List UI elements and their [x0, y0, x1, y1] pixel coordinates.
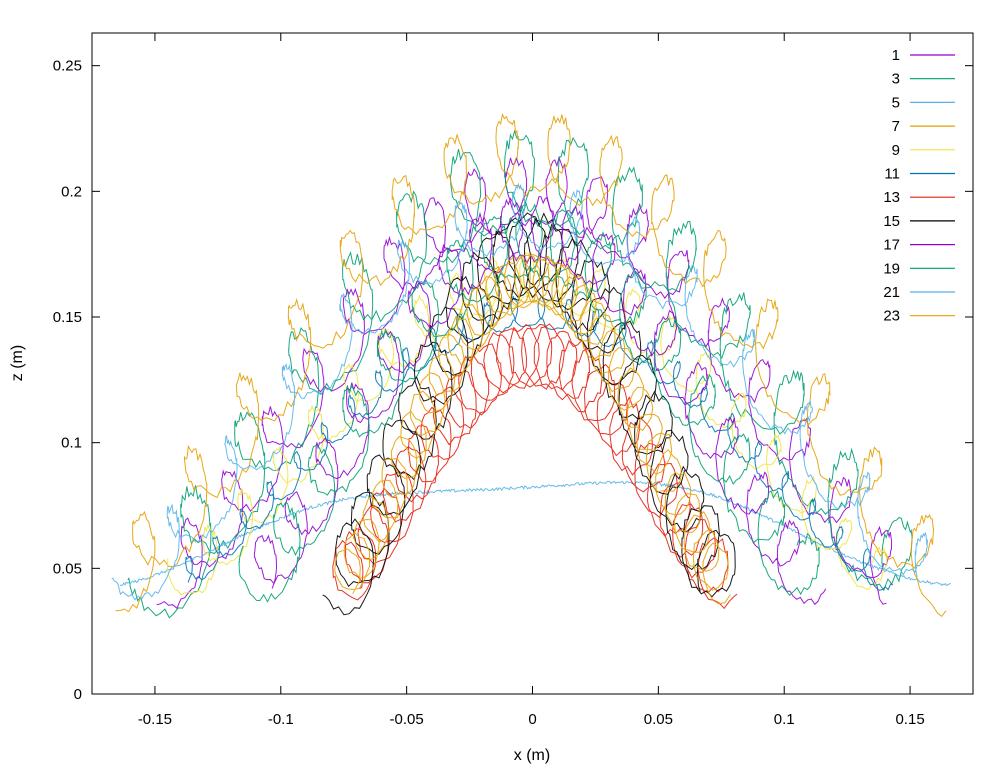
legend-label-9: 9 — [892, 142, 900, 159]
series-line-11 — [185, 295, 894, 591]
y-tick-label: 0.1 — [61, 435, 82, 452]
series-line-21 — [111, 182, 928, 601]
x-tick-label: 0.1 — [774, 711, 795, 728]
series-line-3 — [127, 129, 913, 619]
legend-label-1: 1 — [892, 47, 900, 64]
x-tick-label: -0.05 — [390, 711, 424, 728]
legend-label-17: 17 — [883, 237, 900, 254]
legend-label-7: 7 — [892, 118, 900, 135]
legend-label-3: 3 — [892, 71, 900, 88]
series-line-15 — [322, 212, 736, 616]
y-tick-label: 0.2 — [61, 183, 82, 200]
legend-label-15: 15 — [883, 213, 900, 230]
plot-frame — [91, 32, 974, 695]
legend-label-11: 11 — [884, 166, 900, 183]
y-tick-label: 0 — [74, 686, 82, 703]
legend-label-21: 21 — [883, 284, 900, 301]
x-tick-label: -0.1 — [268, 711, 294, 728]
x-tick-label: 0.15 — [895, 711, 924, 728]
legend-label-5: 5 — [892, 94, 900, 111]
y-axis-label: z (m) — [9, 345, 26, 381]
legend-label-19: 19 — [883, 260, 900, 277]
series-line-17 — [253, 196, 827, 606]
y-tick-label: 0.05 — [53, 560, 82, 577]
series-line-9 — [167, 251, 888, 596]
legend-label-23: 23 — [883, 308, 900, 325]
series-line-19 — [238, 201, 820, 603]
series-line-5 — [119, 480, 951, 587]
x-axis: -0.15 -0.1 -0.05 0 0.05 0.1 0.15 — [138, 33, 925, 728]
y-tick-label: 0.15 — [53, 309, 82, 326]
legend-label-13: 13 — [883, 189, 900, 206]
x-tick-label: -0.15 — [138, 711, 172, 728]
series-line-23 — [334, 253, 731, 605]
x-axis-label: x (m) — [514, 747, 550, 764]
series-layer — [111, 112, 951, 619]
y-tick-label: 0.25 — [53, 58, 82, 75]
series-line-7 — [115, 112, 947, 617]
x-tick-label: 0.05 — [644, 711, 673, 728]
series-line-13 — [332, 323, 738, 610]
x-tick-label: 0 — [528, 711, 536, 728]
y-axis: 0 0.05 0.1 0.15 0.2 0.25 — [53, 58, 973, 703]
